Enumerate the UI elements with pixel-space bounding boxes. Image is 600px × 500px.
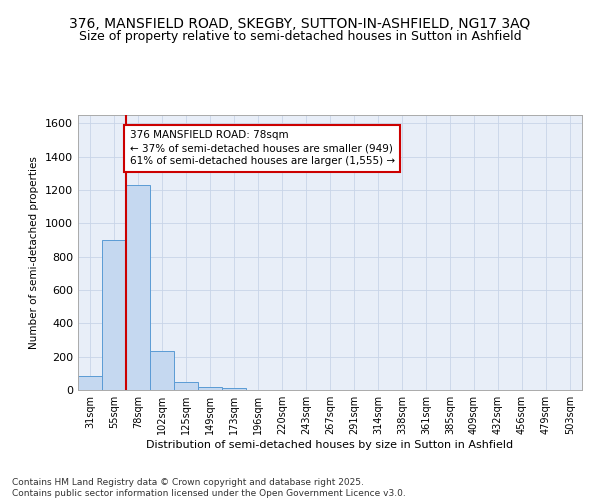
Text: 376, MANSFIELD ROAD, SKEGBY, SUTTON-IN-ASHFIELD, NG17 3AQ: 376, MANSFIELD ROAD, SKEGBY, SUTTON-IN-A… — [70, 18, 530, 32]
Bar — [150, 351, 174, 390]
Text: Size of property relative to semi-detached houses in Sutton in Ashfield: Size of property relative to semi-detach… — [79, 30, 521, 43]
Bar — [198, 386, 222, 390]
Bar — [102, 240, 126, 390]
Y-axis label: Number of semi-detached properties: Number of semi-detached properties — [29, 156, 40, 349]
Text: Contains HM Land Registry data © Crown copyright and database right 2025.
Contai: Contains HM Land Registry data © Crown c… — [12, 478, 406, 498]
Text: 376 MANSFIELD ROAD: 78sqm
← 37% of semi-detached houses are smaller (949)
61% of: 376 MANSFIELD ROAD: 78sqm ← 37% of semi-… — [130, 130, 395, 166]
Bar — [222, 388, 246, 390]
Bar — [174, 382, 198, 390]
X-axis label: Distribution of semi-detached houses by size in Sutton in Ashfield: Distribution of semi-detached houses by … — [146, 440, 514, 450]
Bar — [126, 185, 150, 390]
Bar — [78, 376, 102, 390]
